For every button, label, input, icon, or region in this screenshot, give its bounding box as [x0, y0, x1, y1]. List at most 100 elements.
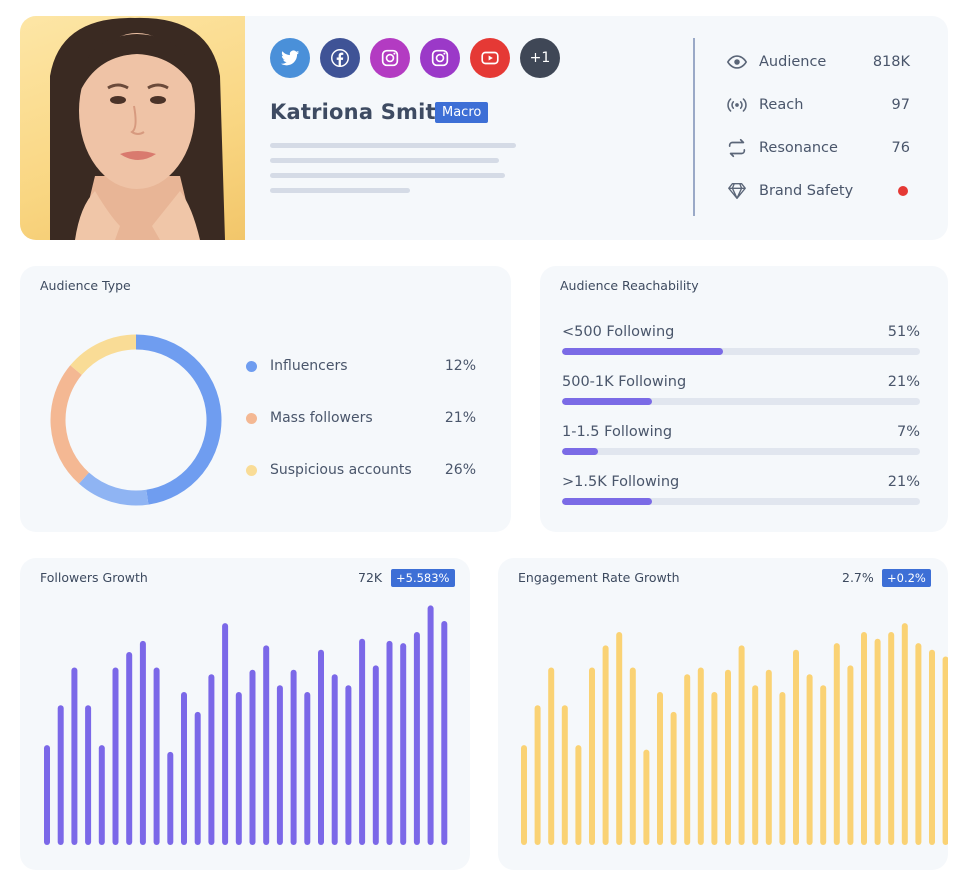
instagram-icon[interactable] [370, 38, 410, 78]
facebook-icon[interactable] [320, 38, 360, 78]
chart-bar [548, 667, 555, 845]
chart-bar [85, 705, 92, 845]
chart-bar [181, 691, 187, 845]
legend-suspicious-accounts: Suspicious accounts 26% [246, 462, 476, 478]
tier-badge: Macro [435, 102, 489, 123]
chart-bar [413, 632, 420, 845]
chart-bar [629, 667, 636, 845]
stat-brand-safety: Brand Safety [725, 179, 910, 203]
chart-bar [372, 665, 379, 845]
reach-label: >1.5K Following [562, 474, 680, 490]
chart-bar [915, 643, 922, 845]
legend-label: Suspicious accounts [270, 462, 412, 478]
chart-bar [589, 667, 595, 845]
repeat-icon [725, 136, 749, 160]
chart-bar [602, 645, 609, 845]
audience-type-title: Audience Type [40, 278, 131, 293]
chart-bar [616, 632, 623, 845]
brand-safety-status-dot [898, 186, 908, 196]
reach-progress-track [562, 398, 920, 405]
reach-value: 51% [887, 324, 920, 340]
donut-segment-primary [135, 334, 222, 505]
chart-bar [276, 685, 283, 845]
chart-bar [331, 674, 338, 845]
profile-card: +1 Katriona Smith Macro Audience 818K Re… [20, 16, 948, 240]
donut-segment-mass-followers [50, 365, 90, 484]
chart-bar [684, 674, 691, 845]
chart-bar [847, 665, 854, 845]
chart-bar [711, 691, 718, 845]
legend-value: 21% [444, 410, 476, 426]
chart-bar [942, 656, 948, 845]
chart-bar [670, 711, 677, 845]
reach-progress-fill [562, 498, 652, 505]
bio-placeholder-line [270, 188, 410, 193]
chart-bar [725, 669, 731, 845]
reach-row: 1-1.5 Following 7% [562, 424, 920, 455]
legend-mass-followers: Mass followers 21% [246, 410, 476, 426]
engagement-change-badge: +0.2% [882, 569, 931, 587]
stat-value: 97 [891, 97, 910, 113]
engagement-total: 2.7% [842, 570, 874, 585]
chart-bar [861, 632, 867, 845]
stat-resonance: Resonance 76 [725, 136, 910, 160]
stat-label: Reach [759, 97, 804, 113]
social-links: +1 [270, 38, 560, 78]
chart-bar [263, 645, 270, 845]
chart-bar [153, 667, 160, 845]
reach-label: <500 Following [562, 324, 675, 340]
chart-bar [71, 667, 78, 845]
more-count: +1 [529, 50, 551, 66]
engagement-rate-growth-card: Engagement Rate Growth 2.7% +0.2% [498, 558, 948, 870]
chart-bar [738, 645, 745, 845]
legend-influencers: Influencers 12% [246, 358, 476, 374]
chart-bar [752, 685, 759, 845]
stat-label: Brand Safety [759, 183, 854, 199]
reach-row: >1.5K Following 21% [562, 474, 920, 505]
chart-bar [901, 623, 908, 845]
stat-label: Audience [759, 54, 827, 70]
chart-bar [126, 652, 133, 845]
chart-bar [561, 705, 568, 845]
chart-bar [441, 620, 448, 845]
legend-label: Mass followers [270, 410, 373, 426]
stat-value: 818K [872, 54, 910, 70]
chart-bar [235, 691, 242, 845]
chart-bar [779, 691, 786, 845]
chart-bar [833, 643, 840, 845]
followers-bar-chart [44, 605, 448, 845]
legend-value: 26% [444, 462, 476, 478]
chart-bar [534, 705, 541, 845]
reach-progress-fill [562, 348, 724, 355]
chart-bar [290, 669, 297, 845]
twitter-icon[interactable] [270, 38, 310, 78]
chart-bar [112, 667, 119, 845]
reach-value: 7% [896, 424, 920, 440]
reachability-title: Audience Reachability [560, 278, 699, 293]
reach-progress-track [562, 448, 920, 455]
instagram-icon[interactable] [420, 38, 460, 78]
chart-bar [44, 745, 50, 845]
chart-bar [249, 669, 256, 845]
legend-value: 12% [444, 358, 476, 374]
chart-bar [929, 649, 935, 845]
reach-progress-fill [562, 398, 652, 405]
audience-reachability-card: Audience Reachability <500 Following 51%… [540, 266, 948, 532]
chart-bar [194, 711, 201, 845]
profile-name: Katriona Smith [270, 100, 451, 124]
chart-bar [318, 649, 324, 845]
more-icon[interactable]: +1 [520, 38, 560, 78]
chart-bar [304, 691, 311, 845]
chart-bar [575, 745, 582, 845]
reach-label: 1-1.5 Following [562, 424, 673, 440]
followers-change-badge: +5.583% [391, 569, 455, 587]
audience-donut-chart [50, 334, 222, 506]
youtube-icon[interactable] [470, 38, 510, 78]
stat-value: 76 [891, 140, 910, 156]
followers-total: 72K [358, 570, 383, 585]
legend-dot [246, 464, 257, 476]
chart-bar [98, 745, 105, 845]
chart-bar [793, 649, 799, 845]
stat-reach: Reach 97 [725, 93, 910, 117]
chart-bar [208, 674, 215, 845]
